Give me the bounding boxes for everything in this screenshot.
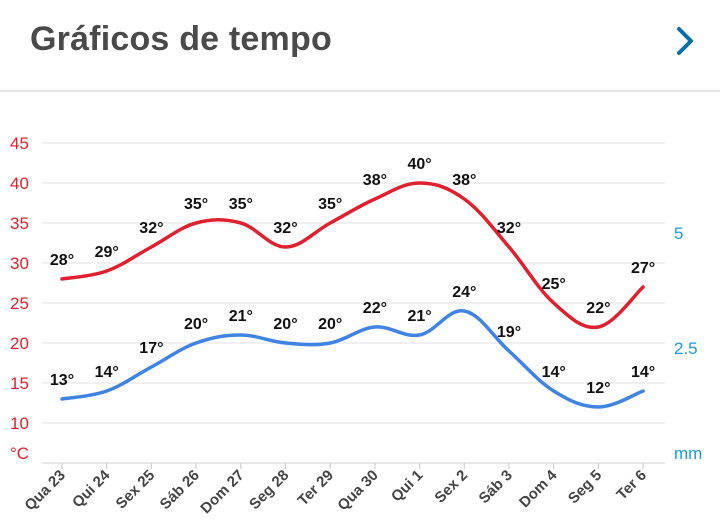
min-temp-label: 20° <box>318 316 342 333</box>
min-temp-label: 17° <box>139 340 163 357</box>
min-temp-label: 20° <box>184 316 208 333</box>
y-left-tick: 30 <box>10 254 29 273</box>
x-tick-label: Qua 23 <box>21 467 68 514</box>
x-tick-label: Sáb 3 <box>476 467 516 507</box>
max-temp-label: 29° <box>95 244 119 261</box>
y-left-tick: 40 <box>10 174 29 193</box>
y-left-tick: 25 <box>10 294 29 313</box>
min-temp-label: 19° <box>497 324 521 341</box>
x-tick-label: Dom 27 <box>197 467 247 517</box>
max-temp-label: 38° <box>363 172 387 189</box>
max-temp-label: 25° <box>542 276 566 293</box>
min-temp-label: 21° <box>229 308 253 325</box>
x-tick-label: Sex 2 <box>431 467 471 507</box>
y-left-tick: 10 <box>10 414 29 433</box>
page-title: Gráficos de tempo <box>30 20 332 58</box>
max-temp-label: 22° <box>586 300 610 317</box>
max-temp-label: 32° <box>497 220 521 237</box>
y-right-unit: mm <box>674 444 702 463</box>
max-temp-label: 35° <box>229 196 253 213</box>
max-temp-label: 40° <box>407 156 431 173</box>
x-tick-label: Ter 6 <box>613 467 650 504</box>
x-tick-label: Qua 30 <box>334 467 381 514</box>
x-tick-label: Sex 25 <box>113 467 159 513</box>
min-temp-label: 14° <box>631 364 655 381</box>
y-left-tick: 35 <box>10 214 29 233</box>
max-temp-line <box>60 181 645 330</box>
x-tick-label: Ter 29 <box>295 467 337 509</box>
max-temp-label: 28° <box>50 252 74 269</box>
min-temp-label: 13° <box>50 372 74 389</box>
y-left-tick: 45 <box>10 134 29 153</box>
min-temp-label: 20° <box>273 316 297 333</box>
chevron-right-icon[interactable] <box>668 24 702 58</box>
max-temp-label: 38° <box>452 172 476 189</box>
max-temp-label: 35° <box>184 196 208 213</box>
y-left-unit: °C <box>10 444 29 463</box>
y-right-tick: 2.5 <box>674 339 698 358</box>
x-tick-label: Qui 1 <box>388 467 427 506</box>
max-temp-label: 32° <box>273 220 297 237</box>
x-tick-label: Sáb 26 <box>157 467 203 513</box>
min-temp-label: 12° <box>586 380 610 397</box>
y-left-tick: 15 <box>10 374 29 393</box>
x-tick-label: Dom 4 <box>516 466 561 511</box>
min-temp-label: 14° <box>542 364 566 381</box>
max-temp-label: 27° <box>631 260 655 277</box>
x-tick-label: Seg 5 <box>565 467 605 507</box>
min-temp-line <box>60 309 645 409</box>
header: Gráficos de tempo <box>0 0 720 92</box>
y-left-tick: 20 <box>10 334 29 353</box>
x-tick-label: Seg 28 <box>246 467 292 513</box>
x-tick-label: Qui 24 <box>69 466 114 511</box>
max-temp-label: 32° <box>139 220 163 237</box>
max-temp-label: 35° <box>318 196 342 213</box>
y-right-tick: 5 <box>674 224 683 243</box>
min-temp-label: 22° <box>363 300 387 317</box>
min-temp-label: 21° <box>407 308 431 325</box>
min-temp-label: 14° <box>95 364 119 381</box>
min-temp-label: 24° <box>452 284 476 301</box>
